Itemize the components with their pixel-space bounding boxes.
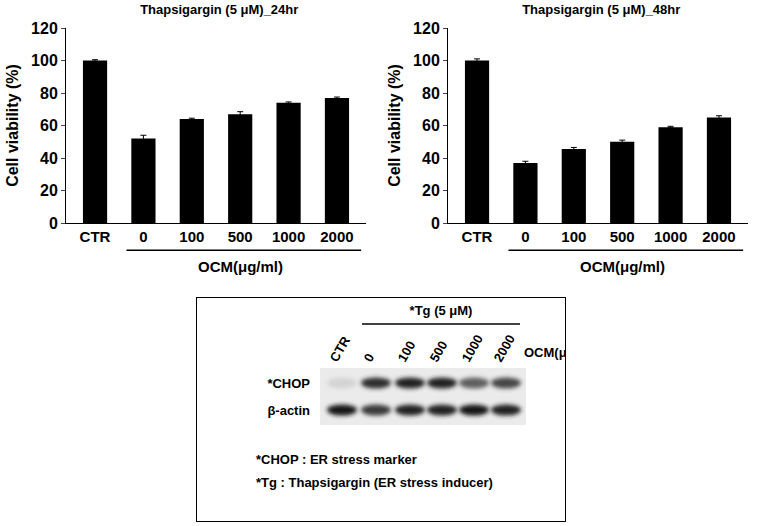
svg-text:0: 0 xyxy=(49,215,58,232)
svg-text:Cell viability (%): Cell viability (%) xyxy=(386,64,403,187)
svg-text:1000: 1000 xyxy=(654,228,687,245)
svg-text:CTR: CTR xyxy=(462,228,493,245)
svg-text:0: 0 xyxy=(521,228,529,245)
svg-text:500: 500 xyxy=(228,228,253,245)
svg-text:2000: 2000 xyxy=(702,228,735,245)
svg-text:100: 100 xyxy=(561,228,586,245)
svg-text:OCM(μg/ml): OCM(μg/ml) xyxy=(524,345,566,360)
svg-text:80: 80 xyxy=(422,85,440,102)
svg-text:1000: 1000 xyxy=(459,332,486,365)
svg-text:40: 40 xyxy=(40,150,58,167)
svg-text:20: 20 xyxy=(422,182,440,199)
svg-text:CTR: CTR xyxy=(327,333,354,364)
svg-text:100: 100 xyxy=(413,52,440,69)
svg-text:500: 500 xyxy=(610,228,635,245)
svg-text:80: 80 xyxy=(40,85,58,102)
svg-text:*CHOP : ER stress marker: *CHOP : ER stress marker xyxy=(256,452,417,467)
svg-text:100: 100 xyxy=(31,52,58,69)
svg-text:β-actin: β-actin xyxy=(267,403,310,418)
svg-text:CTR: CTR xyxy=(80,228,111,245)
svg-text:2000: 2000 xyxy=(491,332,518,365)
svg-text:40: 40 xyxy=(422,150,440,167)
svg-text:Thapsigargin (5 μM)_48hr: Thapsigargin (5 μM)_48hr xyxy=(522,2,680,17)
svg-text:100: 100 xyxy=(179,228,204,245)
svg-text:Thapsigargin (5 μM)_24hr: Thapsigargin (5 μM)_24hr xyxy=(140,2,298,17)
svg-text:120: 120 xyxy=(31,20,58,37)
svg-text:*Tg (5 μM): *Tg (5 μM) xyxy=(410,303,473,318)
svg-text:*Tg : Thapsigargin (ER stress: *Tg : Thapsigargin (ER stress inducer) xyxy=(256,475,493,490)
svg-text:60: 60 xyxy=(422,117,440,134)
svg-text:Cell viability (%): Cell viability (%) xyxy=(4,64,21,187)
svg-text:120: 120 xyxy=(413,20,440,37)
svg-text:OCM(μg/ml): OCM(μg/ml) xyxy=(580,258,665,275)
svg-text:60: 60 xyxy=(40,117,58,134)
svg-text:100: 100 xyxy=(395,338,419,364)
svg-text:2000: 2000 xyxy=(320,228,353,245)
svg-text:20: 20 xyxy=(40,182,58,199)
svg-text:OCM(μg/ml): OCM(μg/ml) xyxy=(198,258,283,275)
svg-text:500: 500 xyxy=(427,338,451,364)
svg-text:0: 0 xyxy=(139,228,147,245)
svg-text:0: 0 xyxy=(431,215,440,232)
svg-text:0: 0 xyxy=(361,351,378,365)
svg-text:1000: 1000 xyxy=(272,228,305,245)
svg-text:*CHOP: *CHOP xyxy=(267,376,310,391)
